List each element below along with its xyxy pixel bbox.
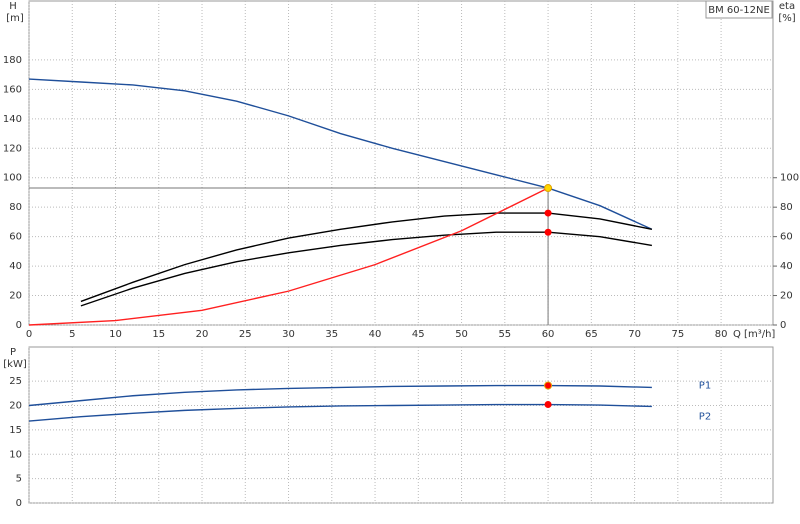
x-tick-label: 55 [498, 329, 511, 340]
x-tick-label: 30 [282, 329, 295, 340]
pump-name: BM 60-12NE [708, 5, 770, 16]
y2-tick-label: 40 [780, 261, 793, 272]
duty-point [544, 228, 552, 236]
y2-tick-label: 100 [780, 173, 799, 184]
y-tick-label: 180 [3, 55, 22, 66]
y-tick-label: 40 [9, 261, 22, 272]
x-tick-label: 75 [671, 329, 684, 340]
y-axis-unit: [m] [6, 13, 24, 24]
y2-tick-label: 0 [780, 320, 786, 331]
x-tick-label: 40 [369, 329, 382, 340]
x-tick-label: 65 [585, 329, 598, 340]
y2-tick-label: 80 [780, 202, 793, 213]
x-tick-label: 0 [26, 329, 32, 340]
x-tick-label: 60 [542, 329, 555, 340]
plot-frame [28, 0, 774, 326]
y2-axis-unit: [%] [778, 13, 795, 24]
y-tick-label: 5 [16, 474, 22, 485]
x-tick-label: 5 [69, 329, 75, 340]
y-tick-label: 80 [9, 202, 22, 213]
x-tick-label: 25 [239, 329, 252, 340]
duty-point [544, 209, 552, 217]
legend-label: P1 [699, 380, 711, 391]
x-tick-label: 35 [325, 329, 338, 340]
x-tick-label: 50 [455, 329, 468, 340]
y-axis-label: H [9, 1, 17, 12]
y-tick-label: 10 [9, 449, 22, 460]
y2-tick-label: 20 [780, 291, 793, 302]
x-axis-label: Q [m³/h] [733, 329, 775, 340]
y-tick-label: 20 [9, 291, 22, 302]
curve [28, 187, 549, 326]
duty-point [544, 184, 553, 193]
x-tick-label: 70 [628, 329, 641, 340]
y-tick-label: 60 [9, 232, 22, 243]
y2-axis-label: eta [779, 1, 795, 12]
curve [80, 212, 653, 303]
duty-point [544, 401, 552, 409]
y-tick-label: 140 [3, 114, 22, 125]
curve [28, 384, 652, 407]
y-tick-label: 25 [9, 376, 22, 387]
x-tick-label: 10 [109, 329, 122, 340]
y-tick-label: 120 [3, 143, 22, 154]
label-box [705, 0, 773, 19]
x-tick-label: 20 [196, 329, 209, 340]
legend-label: P2 [699, 411, 711, 422]
y-tick-label: 20 [9, 401, 22, 412]
y-tick-label: 15 [9, 425, 22, 436]
y-tick-label: 0 [16, 498, 22, 509]
x-tick-label: 45 [412, 329, 425, 340]
y2-tick-label: 60 [780, 232, 793, 243]
x-tick-label: 15 [152, 329, 165, 340]
curve [28, 403, 652, 422]
x-tick-label: 80 [715, 329, 728, 340]
y-axis-unit: [kW] [3, 359, 27, 370]
curve [80, 231, 653, 307]
y-tick-label: 100 [3, 173, 22, 184]
y-tick-label: 0 [16, 320, 22, 331]
y-tick-label: 160 [3, 84, 22, 95]
y-axis-label: P [10, 347, 16, 358]
duty-point [544, 381, 553, 390]
plot-frame [28, 346, 774, 504]
